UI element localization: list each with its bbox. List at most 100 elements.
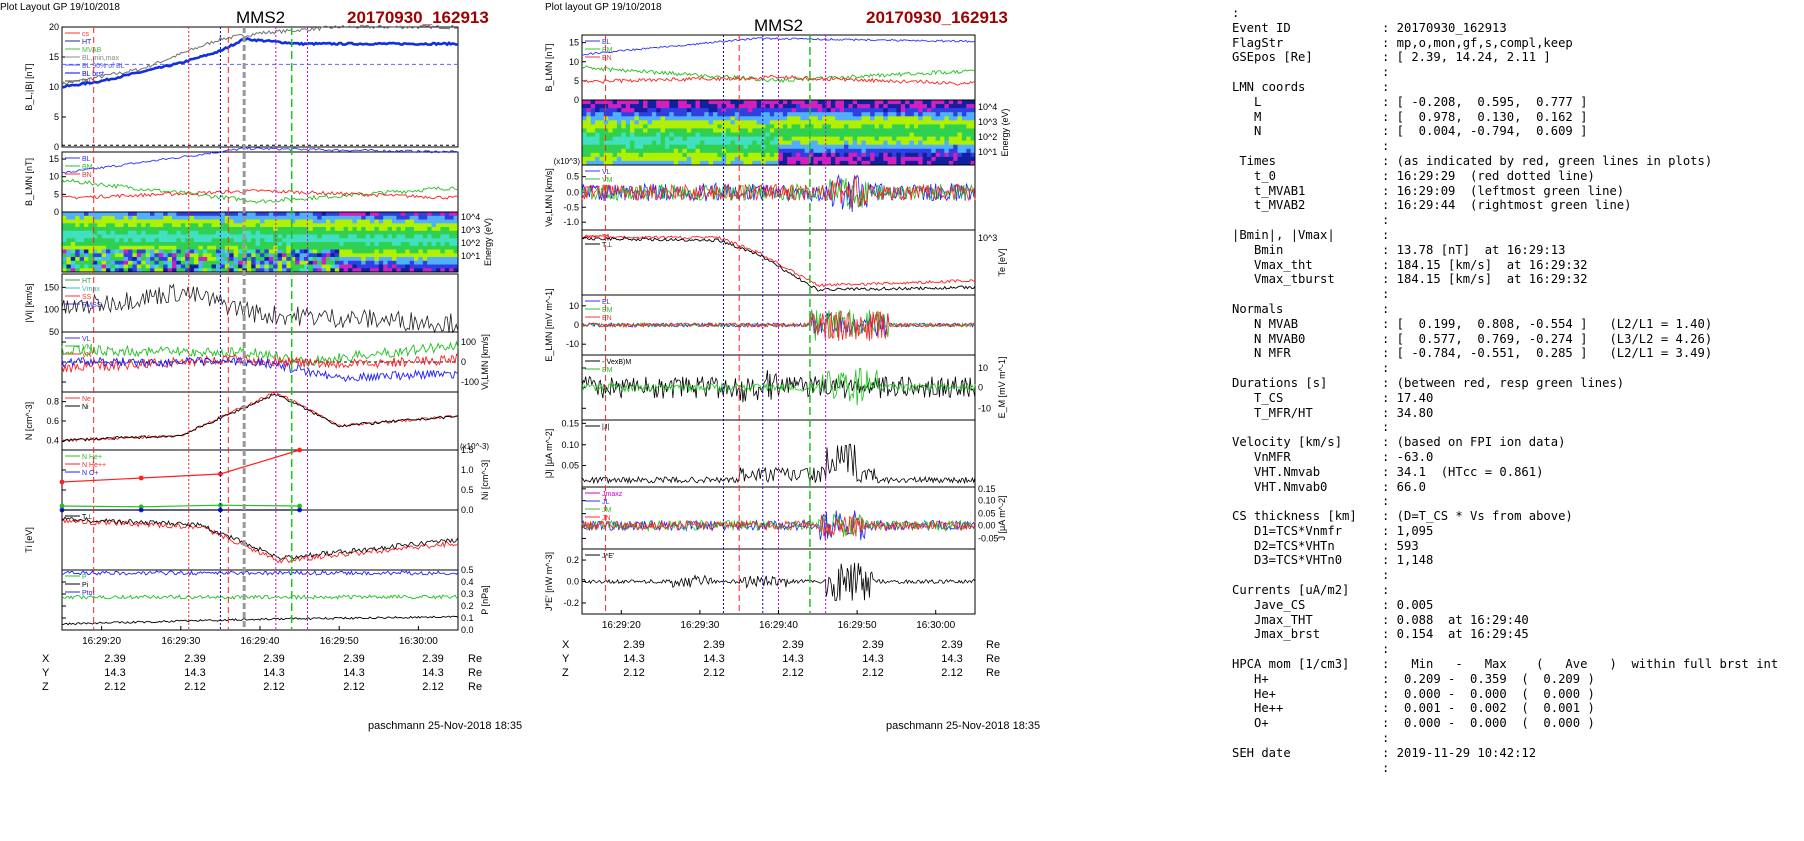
summary-row: H+: 0.209 - 0.359 ( 0.209 ) (1232, 672, 1802, 687)
spectrogram-cell (198, 227, 204, 232)
spectrogram-cell (101, 260, 107, 265)
spectrogram-cell (207, 245, 212, 250)
summary-value: : -63.0 (1382, 449, 1434, 464)
spectrogram-cell (953, 160, 958, 166)
spectrogram-cell (427, 245, 432, 250)
spectrogram-cell (370, 230, 375, 235)
spectrogram-cell (427, 219, 432, 224)
spectrogram-cell (918, 104, 923, 109)
spectrogram-cell (180, 219, 186, 224)
spectrogram-cell (422, 223, 428, 228)
spectrogram-cell (255, 215, 261, 220)
spectrogram-cell (414, 212, 419, 217)
spectrogram-cell (299, 227, 305, 232)
spectrogram-cell (796, 136, 801, 142)
spectrogram-cell (356, 234, 362, 239)
spectrogram-cell (647, 140, 653, 146)
spectrogram-cell (704, 156, 710, 162)
spectrogram-cell (791, 100, 797, 105)
spectrogram-cell (656, 132, 661, 137)
spectrogram-cell (255, 249, 261, 254)
summary-key: SEH date (1232, 745, 1291, 760)
spectrogram-cell (268, 234, 274, 239)
spectrogram-cell (865, 116, 871, 121)
spectrogram-cell (176, 234, 182, 239)
spectrogram-cell (643, 100, 648, 105)
spectrogram-cell (163, 215, 168, 220)
spectrogram-cell (739, 128, 744, 133)
spectrogram-cell (826, 128, 832, 133)
spectrogram-cell (387, 212, 393, 217)
spectrogram-cell (656, 148, 661, 154)
spectrogram-cell (717, 104, 723, 109)
spectrogram-cell (695, 132, 701, 137)
spectrogram-cell (695, 156, 701, 162)
spectrogram-cell (961, 112, 967, 117)
spectrogram-cell (791, 156, 797, 162)
legend-entry: BN (82, 172, 92, 179)
spectrogram-cell (370, 260, 375, 265)
panel-frame (581, 294, 976, 356)
spectrogram-cell (817, 104, 823, 109)
spectrogram-cell (62, 234, 67, 239)
spectrogram-cell (233, 234, 239, 239)
spectrogram-cell (844, 124, 849, 129)
spectrogram-cell (721, 160, 727, 166)
spectrogram-cell (440, 212, 446, 217)
spectrogram-cell (765, 120, 771, 125)
spectrogram-cell (865, 152, 871, 158)
spectrogram-cell (317, 223, 322, 228)
spectrogram-cell (813, 144, 819, 150)
spectrogram-cell (678, 104, 683, 109)
spectrogram-cell (202, 253, 208, 258)
spectrogram-cell (365, 212, 371, 217)
spectrogram-cell (796, 148, 801, 154)
spectrogram-cell (277, 242, 283, 247)
spectrogram-cell (595, 152, 600, 158)
spectrogram-cell (935, 128, 941, 133)
spectrogram-cell (427, 268, 432, 273)
spectrogram-cell (586, 132, 592, 137)
spectrogram-cell (839, 112, 845, 117)
spectrogram-cell (699, 144, 705, 150)
spectrogram-cell (822, 112, 827, 117)
spectrogram-cell (686, 152, 692, 158)
spectrogram-cell (352, 223, 358, 228)
spectrogram-cell (79, 238, 85, 243)
spectrogram-cell (220, 253, 226, 258)
summary-row: T_CS: 17.40 (1232, 391, 1802, 406)
spectrogram-cell (809, 112, 814, 117)
spectrogram-cell (436, 257, 441, 262)
ytick-label: 0.6 (46, 416, 59, 426)
spectrogram-cell (830, 152, 836, 158)
spectrogram-cell (62, 264, 67, 269)
spectrogram-cell (787, 152, 792, 158)
spectrogram-cell (66, 227, 72, 232)
spectrogram-cell (673, 128, 679, 133)
spectrogram-cell (370, 253, 375, 258)
spectrogram-cell (852, 124, 858, 129)
spectrogram-cell (931, 128, 937, 133)
spectrogram-cell (154, 268, 160, 273)
spectrogram-cell (691, 120, 696, 125)
ylabel: B_LMN [nT] (24, 158, 34, 206)
spectrogram-cell (304, 238, 309, 243)
spectrogram-cell (216, 257, 221, 262)
spectrogram-cell (330, 212, 336, 217)
spectrogram-cell (409, 227, 415, 232)
spectrogram-cell (141, 257, 146, 262)
spectrogram-cell (317, 253, 322, 258)
spectrogram-cell (339, 238, 344, 243)
summary-value: : 16:29:44 (rightmost green line) (1382, 198, 1632, 213)
spectrogram-cell (414, 264, 419, 269)
spectrogram-cell (852, 132, 858, 137)
spectrogram-cell (167, 238, 173, 243)
spectrogram-cell (865, 144, 871, 150)
spectrogram-cell (822, 100, 827, 105)
spectrogram-cell (612, 120, 618, 125)
spectrogram-cell (752, 136, 758, 142)
spectrogram-cell (800, 128, 806, 133)
summary-value: : 0.000 - 0.000 ( 0.000 ) (1382, 686, 1595, 701)
spectrogram-cell (211, 268, 217, 273)
spectrogram-cell (800, 148, 806, 154)
